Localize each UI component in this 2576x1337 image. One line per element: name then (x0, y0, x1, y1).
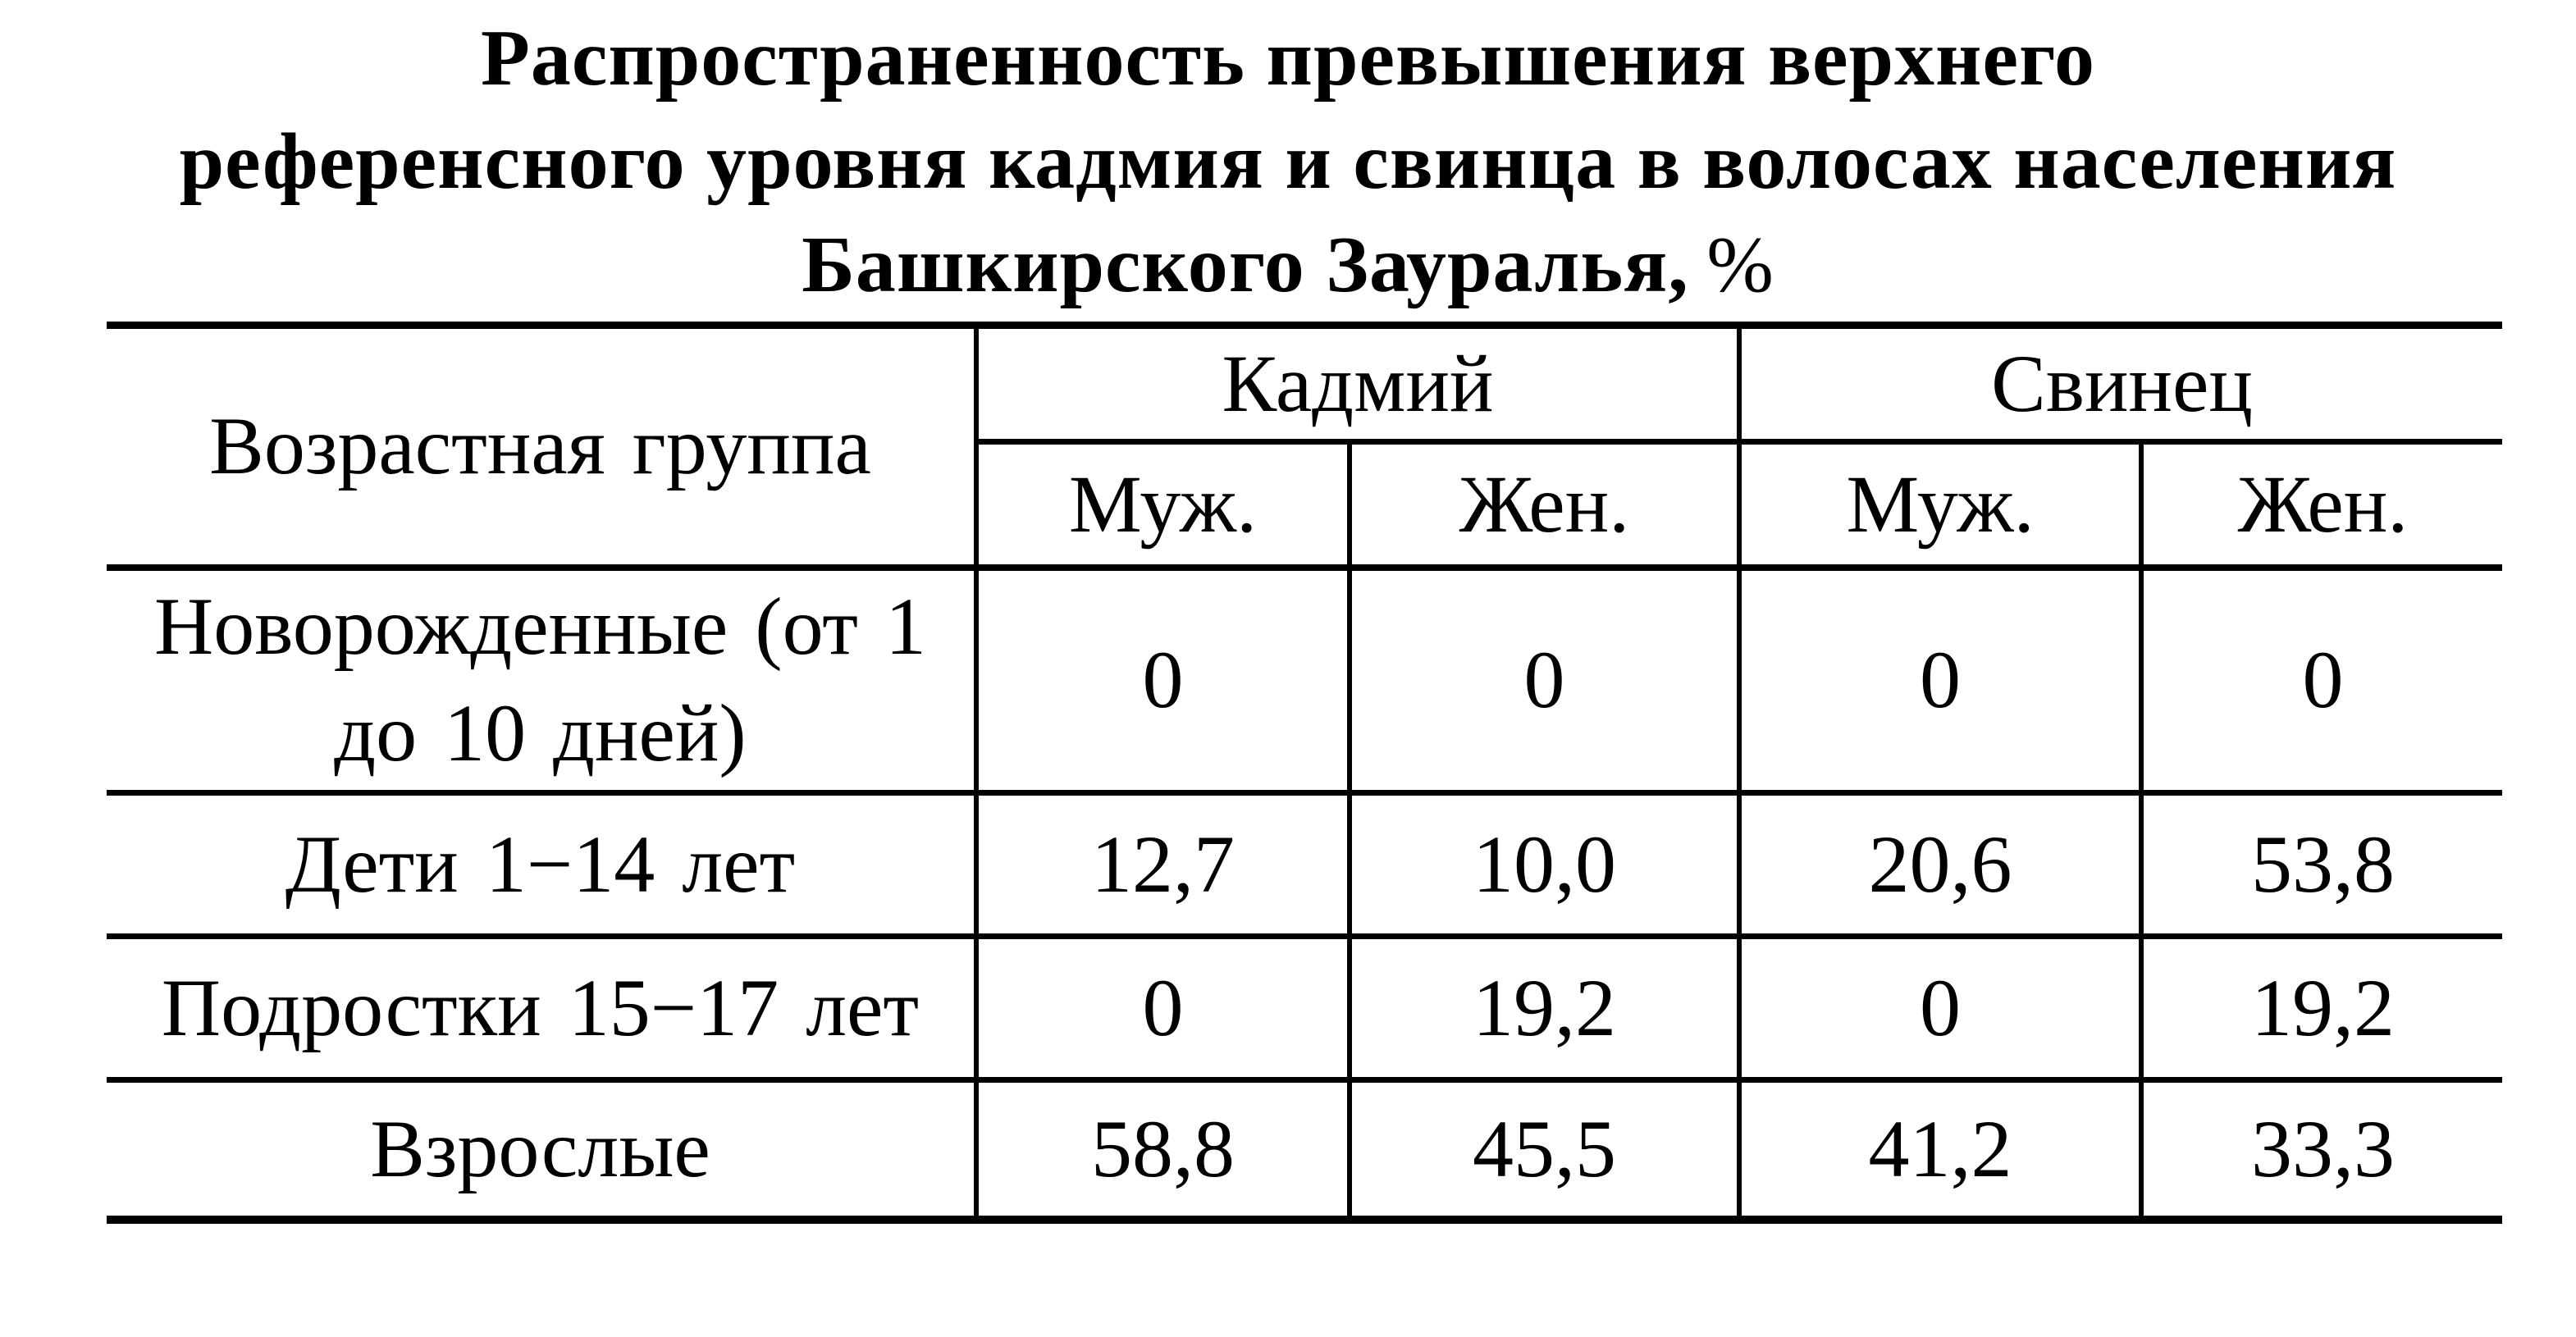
percent-unit: % (1706, 221, 1774, 309)
cell-lead-male: 0 (1737, 936, 2141, 1083)
cell-cadmium-female: 10,0 (1347, 792, 1739, 939)
cell-cadmium-male: 58,8 (974, 1079, 1350, 1220)
title-line-3: Башкирского Зауралья,% (0, 213, 2576, 317)
title-line-1: Распространенность превышения верхнего (480, 14, 2096, 103)
cadmium-group-header: Кадмий (974, 325, 1739, 445)
row-label: Взрослые (370, 1102, 710, 1194)
cell-lead-male: 0 (1737, 567, 2141, 796)
cell-cadmium-female: 19,2 (1347, 936, 1739, 1083)
age-group-column-header: Возрастная группа (107, 325, 976, 571)
table-row-adults: Взрослые 58,8 45,5 41,2 33,3 (107, 1079, 2503, 1220)
table-row-children: Дети 1−14 лет 12,7 10,0 20,6 53,8 (107, 792, 2503, 939)
cell-cadmium-male: 12,7 (974, 792, 1350, 939)
subheader-cadmium-male: Муж. (974, 441, 1350, 571)
cell-lead-female: 19,2 (2138, 936, 2503, 1083)
cell-lead-male: 20,6 (1737, 792, 2141, 939)
title-line-2: референсного уровня кадмия и свинца в во… (179, 117, 2397, 206)
cell-cadmium-male: 0 (974, 567, 1350, 796)
table-row-teenagers: Подростки 15−17 лет 0 19,2 0 19,2 (107, 936, 2503, 1083)
header-row-sex: Муж. Жен. Муж. Жен. (107, 441, 2503, 571)
row-label: Подростки 15−17 лет (107, 936, 976, 1083)
header-row-groups: Возрастная группа Кадмий Свинец (107, 325, 2503, 571)
table-row-newborns: Новорожденные (от 1 до 10 дней) 0 0 0 0 (107, 567, 2503, 796)
table-title: Распространенность превышения верхнего р… (0, 7, 2576, 317)
title-line-3-text: Башкирского Зауралья, (802, 221, 1689, 309)
cell-lead-female: 33,3 (2138, 1079, 2503, 1220)
cell-cadmium-male: 0 (974, 936, 1350, 1083)
subheader-cadmium-female: Жен. (1347, 441, 1739, 571)
row-label: Дети 1−14 лет (107, 792, 976, 939)
lead-group-header: Свинец (1736, 325, 2503, 445)
cell-lead-male: 41,2 (1737, 1079, 2141, 1220)
subheader-lead-female: Жен. (2138, 441, 2503, 571)
cell-cadmium-female: 45,5 (1347, 1079, 1739, 1220)
cell-lead-female: 53,8 (2138, 792, 2503, 939)
cell-cadmium-female: 0 (1347, 567, 1739, 796)
data-table: Возрастная группа Кадмий Свинец Муж. Жен… (107, 322, 2503, 1224)
row-label: Новорожденные (от 1 до 10 дней) (107, 567, 976, 796)
cell-lead-female: 0 (2138, 567, 2503, 796)
subheader-lead-male: Муж. (1737, 441, 2141, 571)
